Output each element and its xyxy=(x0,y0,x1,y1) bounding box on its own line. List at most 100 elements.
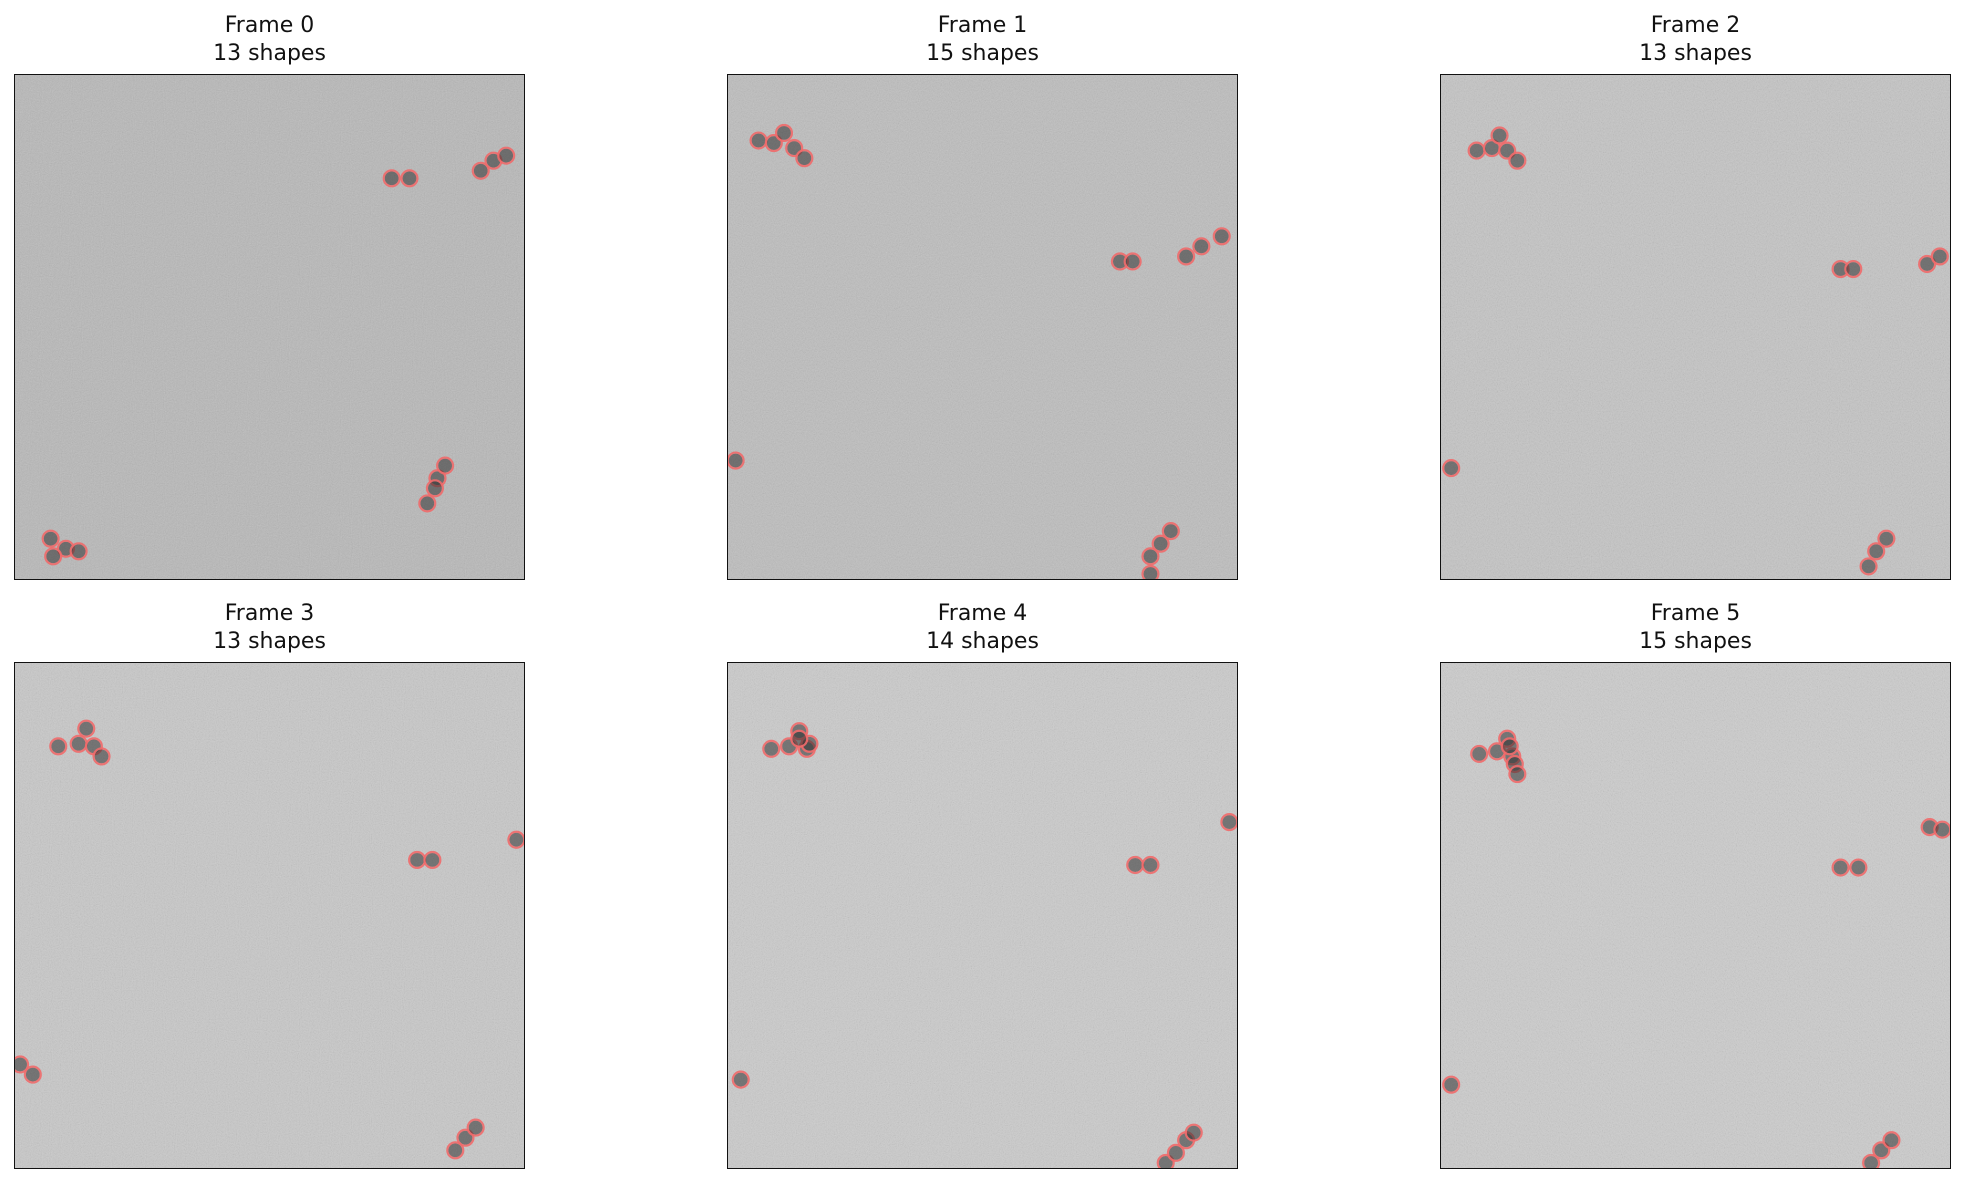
microscopy-frame xyxy=(1440,74,1951,580)
detection-ring xyxy=(1859,557,1878,576)
detection-ring xyxy=(1161,522,1180,541)
particle-blob xyxy=(1186,1125,1201,1140)
detection-ring xyxy=(795,149,814,168)
particle-blob xyxy=(71,736,86,751)
particle-blob xyxy=(728,453,743,468)
detection-ring xyxy=(762,739,781,758)
detection-ring xyxy=(774,123,794,143)
particle-blob xyxy=(797,151,812,166)
detection-ring xyxy=(1500,737,1519,756)
detection-ring xyxy=(425,479,444,498)
frame-title: Frame 1 15 shapes xyxy=(727,12,1238,68)
shape-count: 13 shapes xyxy=(1639,41,1752,66)
particle-blob xyxy=(51,739,66,754)
detection-ring xyxy=(1151,534,1170,553)
microscopy-frame xyxy=(727,74,1238,580)
detection-ring xyxy=(1184,1123,1203,1142)
particle-blob xyxy=(1222,815,1237,830)
particle-blob xyxy=(1490,744,1504,759)
shape-count: 14 shapes xyxy=(926,629,1039,654)
particle-blob xyxy=(402,171,417,186)
particle-blob xyxy=(1864,1155,1879,1168)
particle-blob xyxy=(486,153,501,168)
particle-blob xyxy=(1869,544,1884,559)
particle-blob xyxy=(1833,262,1848,277)
particle-blob xyxy=(764,741,779,756)
detection-ring xyxy=(1166,1143,1185,1162)
frame-label: Frame 3 xyxy=(224,601,315,626)
particle-blob xyxy=(1179,249,1194,264)
frame-label: Frame 2 xyxy=(1650,13,1741,38)
particle-blob xyxy=(410,852,425,867)
shape-count: 15 shapes xyxy=(1639,629,1752,654)
detection-ring xyxy=(49,737,68,756)
particle-blob xyxy=(46,549,61,564)
particle-blob xyxy=(1484,141,1499,156)
detection-ring xyxy=(1177,247,1196,266)
detection-ring xyxy=(1442,459,1461,478)
frame-noise xyxy=(1441,75,1950,579)
particle-blob xyxy=(1932,249,1947,264)
particle-blob xyxy=(1153,536,1168,551)
frame-title: Frame 3 13 shapes xyxy=(14,600,525,656)
particle-blob xyxy=(1143,566,1158,579)
detection-ring xyxy=(1220,813,1237,832)
detection-ring xyxy=(41,529,60,548)
detection-ring xyxy=(1844,259,1863,279)
detection-ring xyxy=(456,1128,475,1147)
detection-ring xyxy=(1508,765,1527,784)
detection-ring xyxy=(507,830,524,849)
detection-ring xyxy=(1470,744,1489,763)
detection-ring xyxy=(418,494,437,513)
detection-ring xyxy=(1141,564,1160,579)
particle-blob xyxy=(1469,143,1484,158)
detection-ring xyxy=(1872,1141,1891,1160)
particle-blob xyxy=(1846,262,1861,277)
particle-blob xyxy=(1500,143,1515,158)
detection-ring xyxy=(1882,1131,1901,1150)
particle-blob xyxy=(1168,1145,1183,1160)
particle-blob xyxy=(1861,559,1876,574)
particle-blob xyxy=(1935,822,1950,837)
detection-ring xyxy=(44,547,63,566)
detection-ring xyxy=(15,1055,30,1074)
particle-blob xyxy=(79,721,94,736)
particle-blob xyxy=(1158,1155,1173,1168)
particle-blob xyxy=(1879,531,1894,546)
detection-ring xyxy=(1508,151,1527,170)
particle-blob xyxy=(1492,128,1507,143)
particle-blob xyxy=(384,171,399,186)
frame-title: Frame 4 14 shapes xyxy=(727,600,1238,656)
particle-blob xyxy=(15,1057,28,1072)
microscopy-frame xyxy=(14,662,525,1169)
particle-blob xyxy=(1874,1143,1889,1158)
particle-blob xyxy=(1472,746,1487,761)
particle-blob xyxy=(499,148,514,163)
particle-blob xyxy=(1510,767,1525,782)
particle-blob xyxy=(509,832,524,847)
frame-noise xyxy=(1441,663,1950,1168)
frame-label: Frame 1 xyxy=(937,13,1028,38)
particle-blob xyxy=(43,531,58,546)
detection-ring xyxy=(1867,542,1886,561)
microscopy-frame xyxy=(727,662,1238,1169)
frame-title: Frame 2 13 shapes xyxy=(1440,12,1951,68)
detection-ring xyxy=(69,542,88,561)
particle-blob xyxy=(71,544,86,559)
particle-blob xyxy=(1214,229,1229,244)
detection-ring xyxy=(1212,227,1231,246)
particle-blob xyxy=(1833,860,1848,875)
particle-blob xyxy=(1163,524,1178,539)
detection-ring xyxy=(785,139,804,158)
particle-blob xyxy=(25,1067,40,1082)
particle-blob xyxy=(1922,820,1937,835)
detection-ring xyxy=(92,747,111,766)
detection-ring xyxy=(466,1118,485,1137)
particle-blob xyxy=(1194,239,1209,254)
particle-blob xyxy=(1510,153,1525,168)
detection-ring xyxy=(23,1065,42,1084)
microscopy-frame xyxy=(14,74,525,580)
detection-ring xyxy=(1849,858,1868,877)
particle-blob xyxy=(766,136,781,151)
particle-blob xyxy=(425,852,440,867)
